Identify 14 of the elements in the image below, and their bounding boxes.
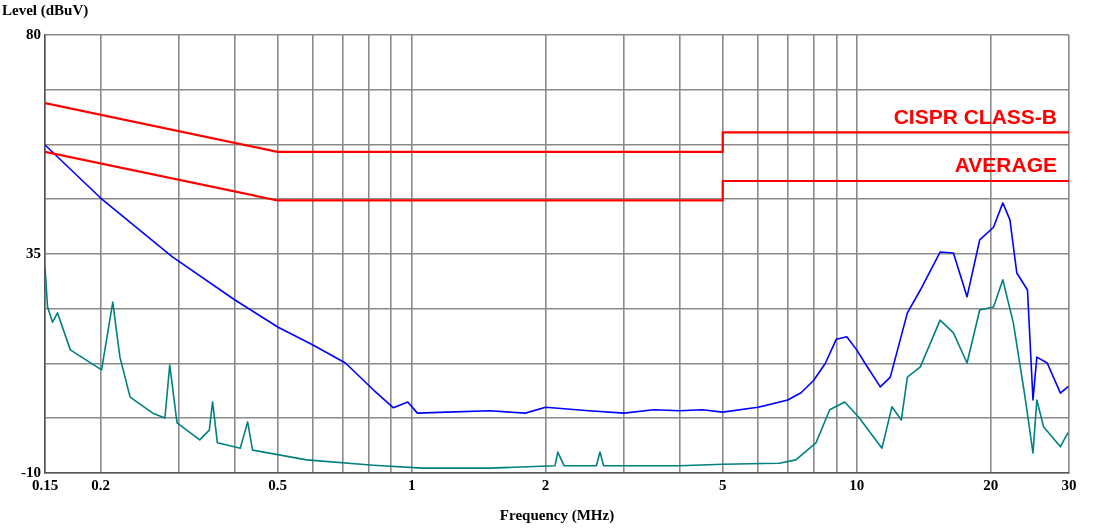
x-tick-label: 2 — [541, 476, 550, 493]
series-label: AVERAGE — [954, 153, 1057, 177]
x-tick-label: 10 — [849, 476, 865, 493]
y-tick-label: 35 — [26, 244, 41, 261]
x-tick-label: 30 — [1061, 476, 1077, 493]
x-tick-label: 20 — [983, 476, 999, 493]
series-label: CISPR CLASS-B — [893, 104, 1057, 128]
x-tick-label: 0.2 — [91, 476, 110, 493]
y-axis-title: Level (dBuV) — [2, 2, 89, 19]
x-tick-label: 0.5 — [268, 476, 288, 493]
y-tick-label: 80 — [26, 25, 41, 42]
x-tick-label: 5 — [718, 476, 727, 493]
x-tick-label: 1 — [407, 476, 416, 493]
x-axis-title: Frequency (MHz) — [499, 506, 615, 524]
